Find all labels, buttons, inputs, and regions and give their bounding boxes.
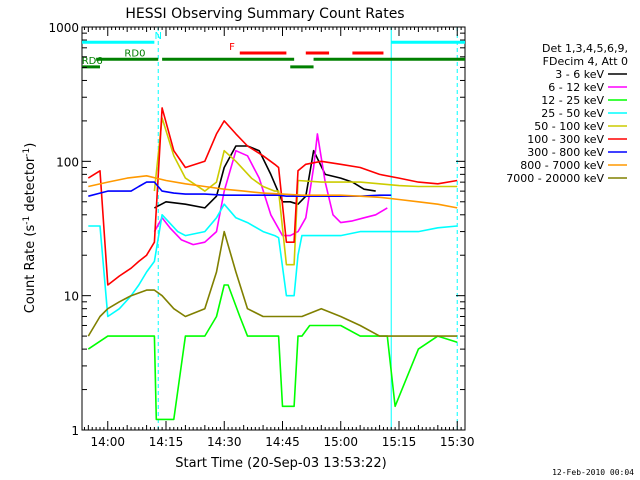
annotation-label-rd6: RD6	[82, 56, 103, 67]
series-line-3	[87, 284, 458, 421]
series-line-9	[87, 230, 458, 337]
y-label-part-3: )	[23, 143, 38, 148]
series-line-4	[88, 203, 458, 318]
series-line-2	[153, 133, 388, 246]
legend-label-4: 25 - 50 keV	[541, 107, 604, 120]
legend-label-8: 800 - 7000 keV	[520, 159, 604, 172]
y-label-part-2: detector	[23, 156, 38, 216]
y-tick-label: 10	[64, 290, 79, 304]
vertical-markers	[157, 27, 458, 430]
x-tick-label: 15:15	[382, 435, 417, 449]
legend-label-5: 50 - 100 keV	[534, 120, 604, 133]
series-line-5	[153, 117, 458, 266]
legend: Det 1,3,4,5,6,9, FDecim 4, Att 0 3 - 6 k…	[506, 42, 628, 185]
x-axis-label: Start Time (20-Sep-03 13:53:22)	[175, 456, 386, 471]
legend-label-7: 300 - 800 keV	[527, 146, 604, 159]
y-tick-label: 1000	[48, 21, 79, 35]
legend-label-3: 12 - 25 keV	[541, 94, 604, 107]
annotation-label-f: F	[229, 42, 235, 53]
chart-title: HESSI Observing Summary Count Rates	[125, 6, 404, 22]
legend-header-line-1: Det 1,3,4,5,6,9,	[542, 42, 628, 55]
legend-label-9: 7000 - 20000 keV	[506, 172, 604, 185]
x-tick-label: 14:45	[265, 435, 300, 449]
legend-label-1: 3 - 6 keV	[555, 68, 604, 81]
legend-label-6: 100 - 300 keV	[527, 133, 604, 146]
y-axis-label: Count Rate (s-1 detector-1)	[22, 143, 38, 314]
legend-label-2: 6 - 12 keV	[548, 81, 604, 94]
annotation-label-rd0: RD0	[124, 48, 145, 59]
series-line-6	[87, 107, 458, 286]
y-label-exp-1: -1	[22, 216, 32, 225]
series-line-1	[154, 145, 376, 209]
footer-timestamp: 12-Feb-2010 00:04	[552, 468, 634, 477]
x-tick-label: 15:00	[323, 435, 358, 449]
legend-header-line-2: FDecim 4, Att 0	[543, 55, 628, 68]
annotation-label-n: N	[154, 31, 161, 42]
plot-frame	[81, 26, 466, 431]
y-tick-label: 1	[71, 424, 79, 438]
x-tick-label: 14:00	[90, 435, 125, 449]
axes: 1 10 100 1000 14:00 14:15 14:30 14:45 15:00 15:15…	[48, 21, 474, 449]
data-series	[87, 107, 458, 421]
x-tick-label: 15:30	[440, 435, 475, 449]
x-tick-label: 14:15	[149, 435, 184, 449]
y-label-exp-2: -1	[22, 148, 32, 157]
series-line-7	[88, 181, 392, 197]
y-tick-label: 100	[56, 155, 79, 169]
x-tick-label: 14:30	[207, 435, 242, 449]
status-annotations: N F RD0 RD6	[82, 31, 465, 69]
series-line-8	[88, 175, 458, 209]
y-label-part-1: Count Rate (s	[23, 225, 38, 314]
